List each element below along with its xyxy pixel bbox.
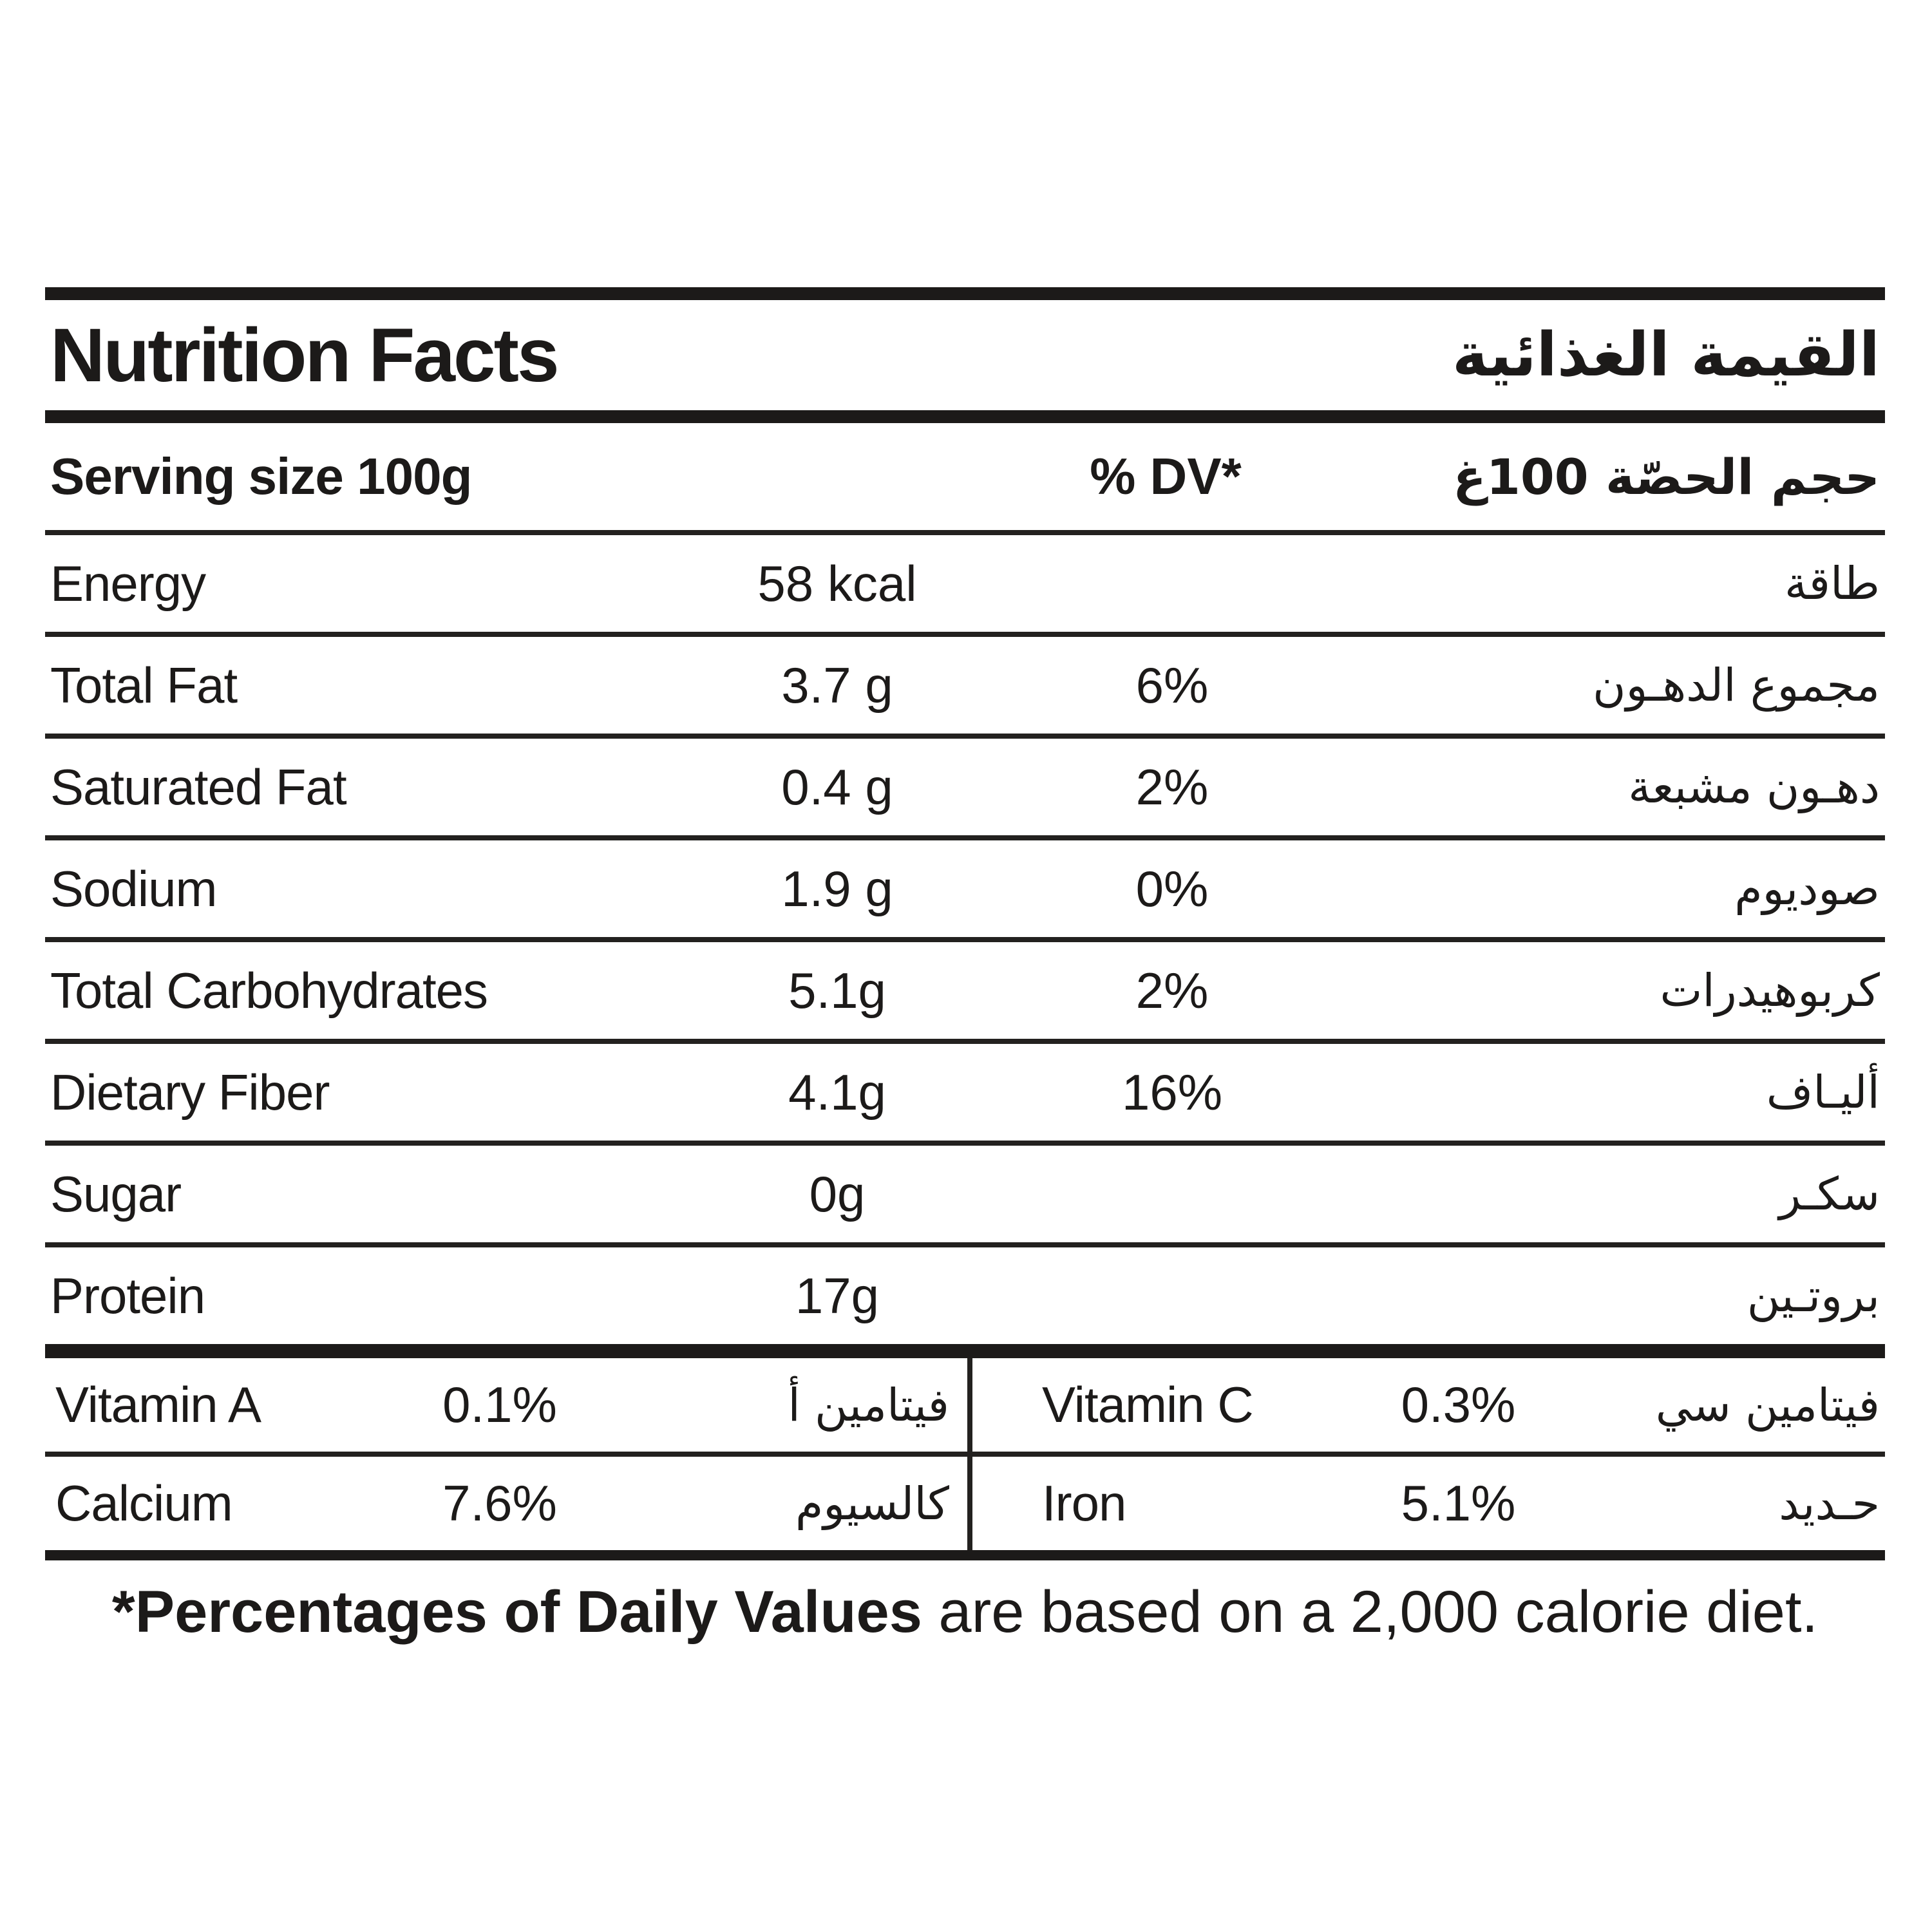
micronutrient-daily-value: 0.3%	[1401, 1376, 1516, 1433]
label-header: Nutrition Facts القيمة الغذائية	[45, 300, 1885, 410]
micronutrient-name: Vitamin A	[55, 1376, 261, 1433]
nutrient-name: Sodium	[50, 860, 217, 917]
bottom-bar	[45, 1550, 1885, 1560]
nutrient-daily-value: 2%	[1135, 758, 1209, 815]
row-divider	[45, 835, 1885, 840]
nutrition-facts-label: Nutrition Facts القيمة الغذائية Serving …	[45, 287, 1885, 1646]
micronutrient-name: Vitamin C	[1042, 1376, 1254, 1433]
micronutrient-name-arabic: حـديد	[1779, 1477, 1880, 1530]
row-divider	[45, 1242, 1885, 1247]
micronutrient-name: Calcium	[55, 1475, 233, 1531]
nutrient-row-saturated-fat: Saturated Fat 0.4 g 2% دهـون مشبعة	[45, 739, 1885, 835]
serving-size-row: Serving size 100g % DV* حجم الحصّة 100غ	[45, 423, 1885, 530]
micronutrient-name: Iron	[1042, 1475, 1126, 1531]
micronutrient-daily-value: 0.1%	[442, 1376, 557, 1433]
nutrient-name-arabic: أليـاف	[1766, 1066, 1880, 1119]
micronutrient-name-arabic: كالسيوم	[795, 1477, 949, 1530]
title-english: Nutrition Facts	[50, 312, 560, 398]
daily-value-footnote: *Percentages of Daily Values are based o…	[45, 1578, 1885, 1646]
nutrient-name-arabic: بروتـين	[1747, 1269, 1880, 1322]
micronutrient-row-2: Calcium 7.6% كالسيوم Iron 5.1% حـديد	[45, 1457, 1885, 1550]
nutrient-name-arabic: مجموع الدهـون	[1593, 659, 1880, 712]
micronutrient-row-1: Vitamin A 0.1% فيتامين أ Vitamin C 0.3% …	[45, 1358, 1885, 1452]
nutrient-name: Dietary Fiber	[50, 1063, 330, 1121]
micronutrient-section: Vitamin A 0.1% فيتامين أ Vitamin C 0.3% …	[45, 1358, 1885, 1550]
nutrient-daily-value: 0%	[1135, 860, 1209, 917]
micronutrient-daily-value: 5.1%	[1401, 1475, 1516, 1531]
row-divider	[45, 1039, 1885, 1044]
nutrient-amount: 58 kcal	[757, 554, 917, 612]
nutrient-name: Energy	[50, 554, 206, 612]
nutrient-name-arabic: صوديوم	[1734, 862, 1880, 915]
nutrient-row-total-carbohydrates: Total Carbohydrates 5.1g 2% كربوهيدرات	[45, 942, 1885, 1039]
nutrient-daily-value: 2%	[1135, 961, 1209, 1019]
micronutrient-section-bar	[45, 1344, 1885, 1358]
row-divider	[45, 530, 1885, 535]
nutrient-daily-value: 6%	[1135, 656, 1209, 714]
nutrient-name: Saturated Fat	[50, 758, 347, 815]
nutrient-row-total-fat: Total Fat 3.7 g 6% مجموع الدهـون	[45, 637, 1885, 734]
nutrient-name: Total Fat	[50, 656, 238, 714]
nutrient-amount: 0g	[809, 1165, 866, 1222]
top-bar	[45, 287, 1885, 300]
header-divider-bar	[45, 410, 1885, 423]
nutrient-row-sodium: Sodium 1.9 g 0% صوديوم	[45, 840, 1885, 937]
nutrient-name-arabic: سكـر	[1779, 1168, 1880, 1220]
footnote-bold-text: *Percentages of Daily Values	[111, 1579, 922, 1645]
micronutrient-name-arabic: فيتامين أ	[788, 1378, 949, 1432]
title-arabic: القيمة الغذائية	[1452, 320, 1880, 390]
nutrient-name: Protein	[50, 1267, 205, 1324]
nutrient-amount: 1.9 g	[781, 860, 893, 917]
row-divider	[45, 632, 1885, 637]
nutrient-amount: 3.7 g	[781, 656, 893, 714]
row-divider	[45, 1452, 1885, 1457]
row-divider	[45, 734, 1885, 739]
nutrient-row-sugar: Sugar 0g سكـر	[45, 1146, 1885, 1242]
nutrient-daily-value: 16%	[1121, 1063, 1223, 1121]
daily-value-column-header: % DV*	[1090, 448, 1242, 505]
nutrient-amount: 0.4 g	[781, 758, 893, 815]
serving-size-label-arabic: حجم الحصّة 100غ	[1453, 448, 1880, 506]
row-divider	[45, 937, 1885, 942]
vertical-divider	[967, 1358, 972, 1550]
nutrient-amount: 4.1g	[788, 1063, 886, 1121]
nutrient-name: Sugar	[50, 1165, 182, 1222]
nutrient-row-energy: Energy 58 kcal طاقة	[45, 535, 1885, 632]
nutrient-row-protein: Protein 17g بروتـين	[45, 1247, 1885, 1344]
nutrient-row-dietary-fiber: Dietary Fiber 4.1g 16% أليـاف	[45, 1044, 1885, 1141]
nutrient-amount: 5.1g	[788, 961, 886, 1019]
row-divider	[45, 1141, 1885, 1146]
footnote-regular-text: are based on a 2,000 calorie diet.	[922, 1579, 1819, 1645]
nutrient-name: Total Carbohydrates	[50, 961, 488, 1019]
nutrient-name-arabic: كربوهيدرات	[1660, 964, 1880, 1017]
serving-size-label: Serving size 100g	[50, 448, 472, 505]
nutrient-name-arabic: دهـون مشبعة	[1628, 761, 1880, 813]
micronutrient-daily-value: 7.6%	[442, 1475, 557, 1531]
nutrient-name-arabic: طاقة	[1784, 557, 1880, 610]
nutrient-amount: 17g	[795, 1267, 880, 1324]
micronutrient-name-arabic: فيتامين سي	[1655, 1378, 1880, 1432]
